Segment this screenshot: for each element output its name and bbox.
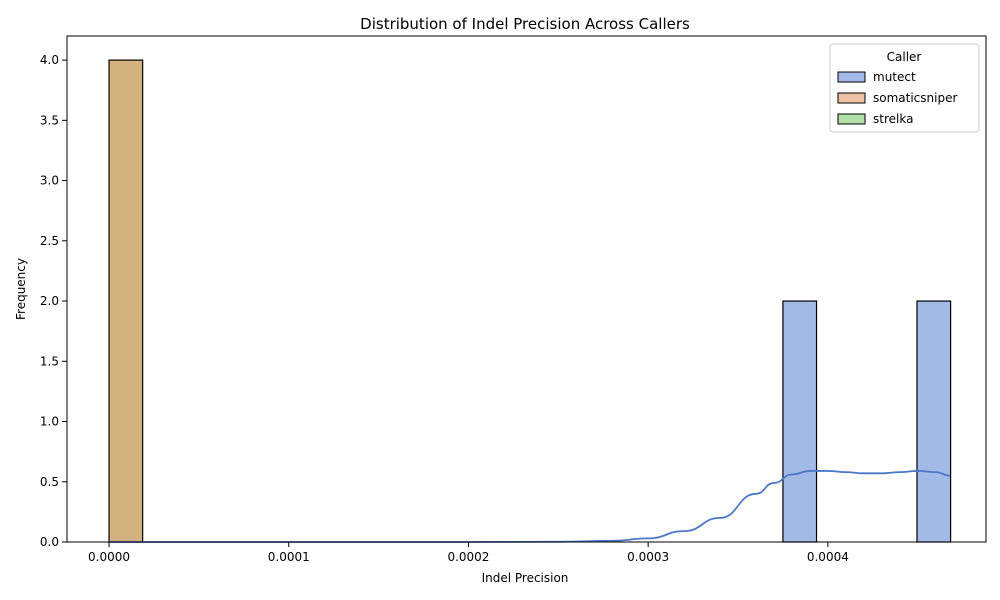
legend-label-strelka: strelka <box>873 112 913 126</box>
legend-swatch-strelka <box>837 113 866 125</box>
legend-box <box>829 43 980 133</box>
legend-swatch-mutect <box>837 71 866 83</box>
kde-curve-mutect <box>109 470 951 543</box>
bars-layer <box>108 59 952 543</box>
histogram-bar-mutect-1 <box>916 300 952 543</box>
legend-label-mutect: mutect <box>873 70 916 84</box>
y-tick-label: 2.0 <box>40 294 59 308</box>
x-tick-label: 0.0003 <box>627 550 669 564</box>
kde-layer <box>109 470 951 543</box>
x-axis-label: Indel Precision <box>482 571 569 585</box>
chart-title: Distribution of Indel Precision Across C… <box>360 15 690 33</box>
legend-swatch-somaticsniper <box>837 92 866 104</box>
plot-frame <box>66 35 987 543</box>
legend-label-somaticsniper: somaticsniper <box>873 91 957 105</box>
x-tick-label: 0.0000 <box>88 550 130 564</box>
legend: Caller mutect somaticsniper strelka <box>829 43 980 133</box>
y-tick-label: 3.0 <box>40 174 59 188</box>
y-axis-label: Frequency <box>14 258 28 320</box>
y-tick-label: 3.5 <box>40 113 59 127</box>
y-tick-label: 1.0 <box>40 415 59 429</box>
histogram-bar-mutect-0 <box>782 300 818 543</box>
y-tick-label: 4.0 <box>40 53 59 67</box>
y-axis-ticks: 0.0 0.5 1.0 1.5 2.0 2.5 3.0 3.5 4.0 <box>40 53 67 549</box>
histogram-bar-somaticsniper-0 <box>108 59 144 543</box>
x-tick-label: 0.0004 <box>807 550 849 564</box>
y-tick-label: 2.5 <box>40 234 59 248</box>
x-tick-label: 0.0002 <box>447 550 489 564</box>
y-tick-label: 1.5 <box>40 354 59 368</box>
y-tick-label: 0.5 <box>40 475 59 489</box>
legend-entries: mutect somaticsniper strelka <box>837 70 957 126</box>
x-axis-ticks: 0.0000 0.0001 0.0002 0.0003 0.0004 <box>88 542 849 564</box>
legend-title: Caller <box>887 50 922 64</box>
x-tick-label: 0.0001 <box>268 550 310 564</box>
y-tick-label: 0.0 <box>40 535 59 549</box>
